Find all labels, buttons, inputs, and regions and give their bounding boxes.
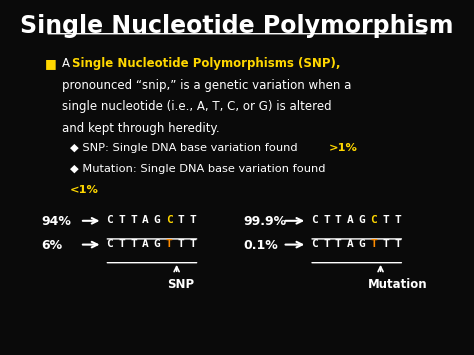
Text: C: C (311, 239, 318, 248)
Text: <1%: <1% (70, 185, 99, 195)
Text: T: T (177, 215, 184, 225)
Text: single nucleotide (i.e., A, T, C, or G) is altered: single nucleotide (i.e., A, T, C, or G) … (62, 100, 331, 114)
Text: 0.1%: 0.1% (243, 239, 278, 252)
Text: T: T (394, 239, 401, 248)
Text: C: C (370, 215, 377, 225)
Text: T: T (335, 239, 342, 248)
Text: C: C (311, 215, 318, 225)
Text: T: T (165, 239, 173, 248)
Text: >1%: >1% (329, 143, 358, 153)
Text: T: T (382, 215, 389, 225)
Text: 99.9%: 99.9% (243, 215, 286, 228)
Text: Single Nucleotide Polymorphism: Single Nucleotide Polymorphism (20, 14, 454, 38)
Text: pronounced “snip,” is a genetic variation when a: pronounced “snip,” is a genetic variatio… (62, 79, 351, 92)
Text: T: T (177, 239, 184, 248)
Text: A: A (62, 57, 73, 70)
Text: ◆ SNP: Single DNA base variation found: ◆ SNP: Single DNA base variation found (70, 143, 301, 153)
Text: T: T (323, 239, 330, 248)
Text: SNP: SNP (167, 278, 194, 291)
Text: G: G (154, 215, 161, 225)
Text: A: A (142, 215, 149, 225)
Text: ■: ■ (46, 57, 57, 70)
Text: G: G (154, 239, 161, 248)
Text: T: T (394, 215, 401, 225)
Text: and kept through heredity.: and kept through heredity. (62, 122, 219, 135)
Text: A: A (346, 239, 354, 248)
Text: G: G (358, 215, 365, 225)
Text: T: T (189, 215, 196, 225)
Text: T: T (189, 239, 196, 248)
Text: 94%: 94% (41, 215, 71, 228)
Text: T: T (323, 215, 330, 225)
Text: C: C (107, 239, 113, 248)
Text: T: T (370, 239, 377, 248)
Text: 6%: 6% (41, 239, 63, 252)
Text: T: T (382, 239, 389, 248)
Text: ◆ Mutation: Single DNA base variation found: ◆ Mutation: Single DNA base variation fo… (70, 164, 325, 174)
Text: T: T (335, 215, 342, 225)
Text: T: T (130, 239, 137, 248)
Text: G: G (358, 239, 365, 248)
Text: A: A (142, 239, 149, 248)
Text: A: A (346, 215, 354, 225)
Text: T: T (118, 239, 125, 248)
Text: C: C (165, 215, 173, 225)
Text: Single Nucleotide Polymorphisms (SNP),: Single Nucleotide Polymorphisms (SNP), (72, 57, 340, 70)
Text: C: C (107, 215, 113, 225)
Text: Mutation: Mutation (367, 278, 427, 291)
Text: T: T (118, 215, 125, 225)
Text: T: T (130, 215, 137, 225)
